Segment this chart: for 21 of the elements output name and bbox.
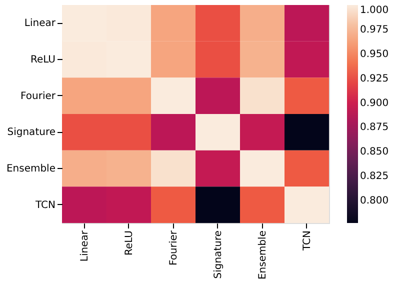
color-bar-label: 1.000: [360, 5, 389, 16]
color-bar-label: 0.850: [360, 146, 389, 158]
y-tick-label: Ensemble: [6, 164, 56, 174]
color-bar-label: 0.825: [360, 171, 389, 182]
color-bar-label: 0.950: [360, 48, 389, 60]
x-tick-label: Ensemble: [257, 230, 268, 280]
color-bar-label: 0.900: [360, 98, 389, 109]
color-bar-label: 0.875: [360, 122, 389, 134]
x-tick-label: TCN: [302, 230, 313, 252]
x-tick-label: Linear: [79, 230, 90, 262]
x-tick-label: Signature: [212, 230, 224, 279]
y-tick-label: Fourier: [20, 90, 56, 102]
y-tick-label: ReLU: [30, 54, 56, 66]
y-tick-label: Signature: [7, 127, 56, 138]
color-bar-label: 0.975: [360, 24, 389, 36]
color-bar-label: 0.800: [360, 196, 389, 207]
x-tick-label: ReLU: [124, 230, 135, 256]
y-tick-label: TCN: [34, 200, 56, 211]
y-tick-label: Linear: [24, 18, 56, 30]
color-bar-label: 0.925: [360, 73, 389, 84]
x-tick-label: Fourier: [168, 230, 180, 266]
